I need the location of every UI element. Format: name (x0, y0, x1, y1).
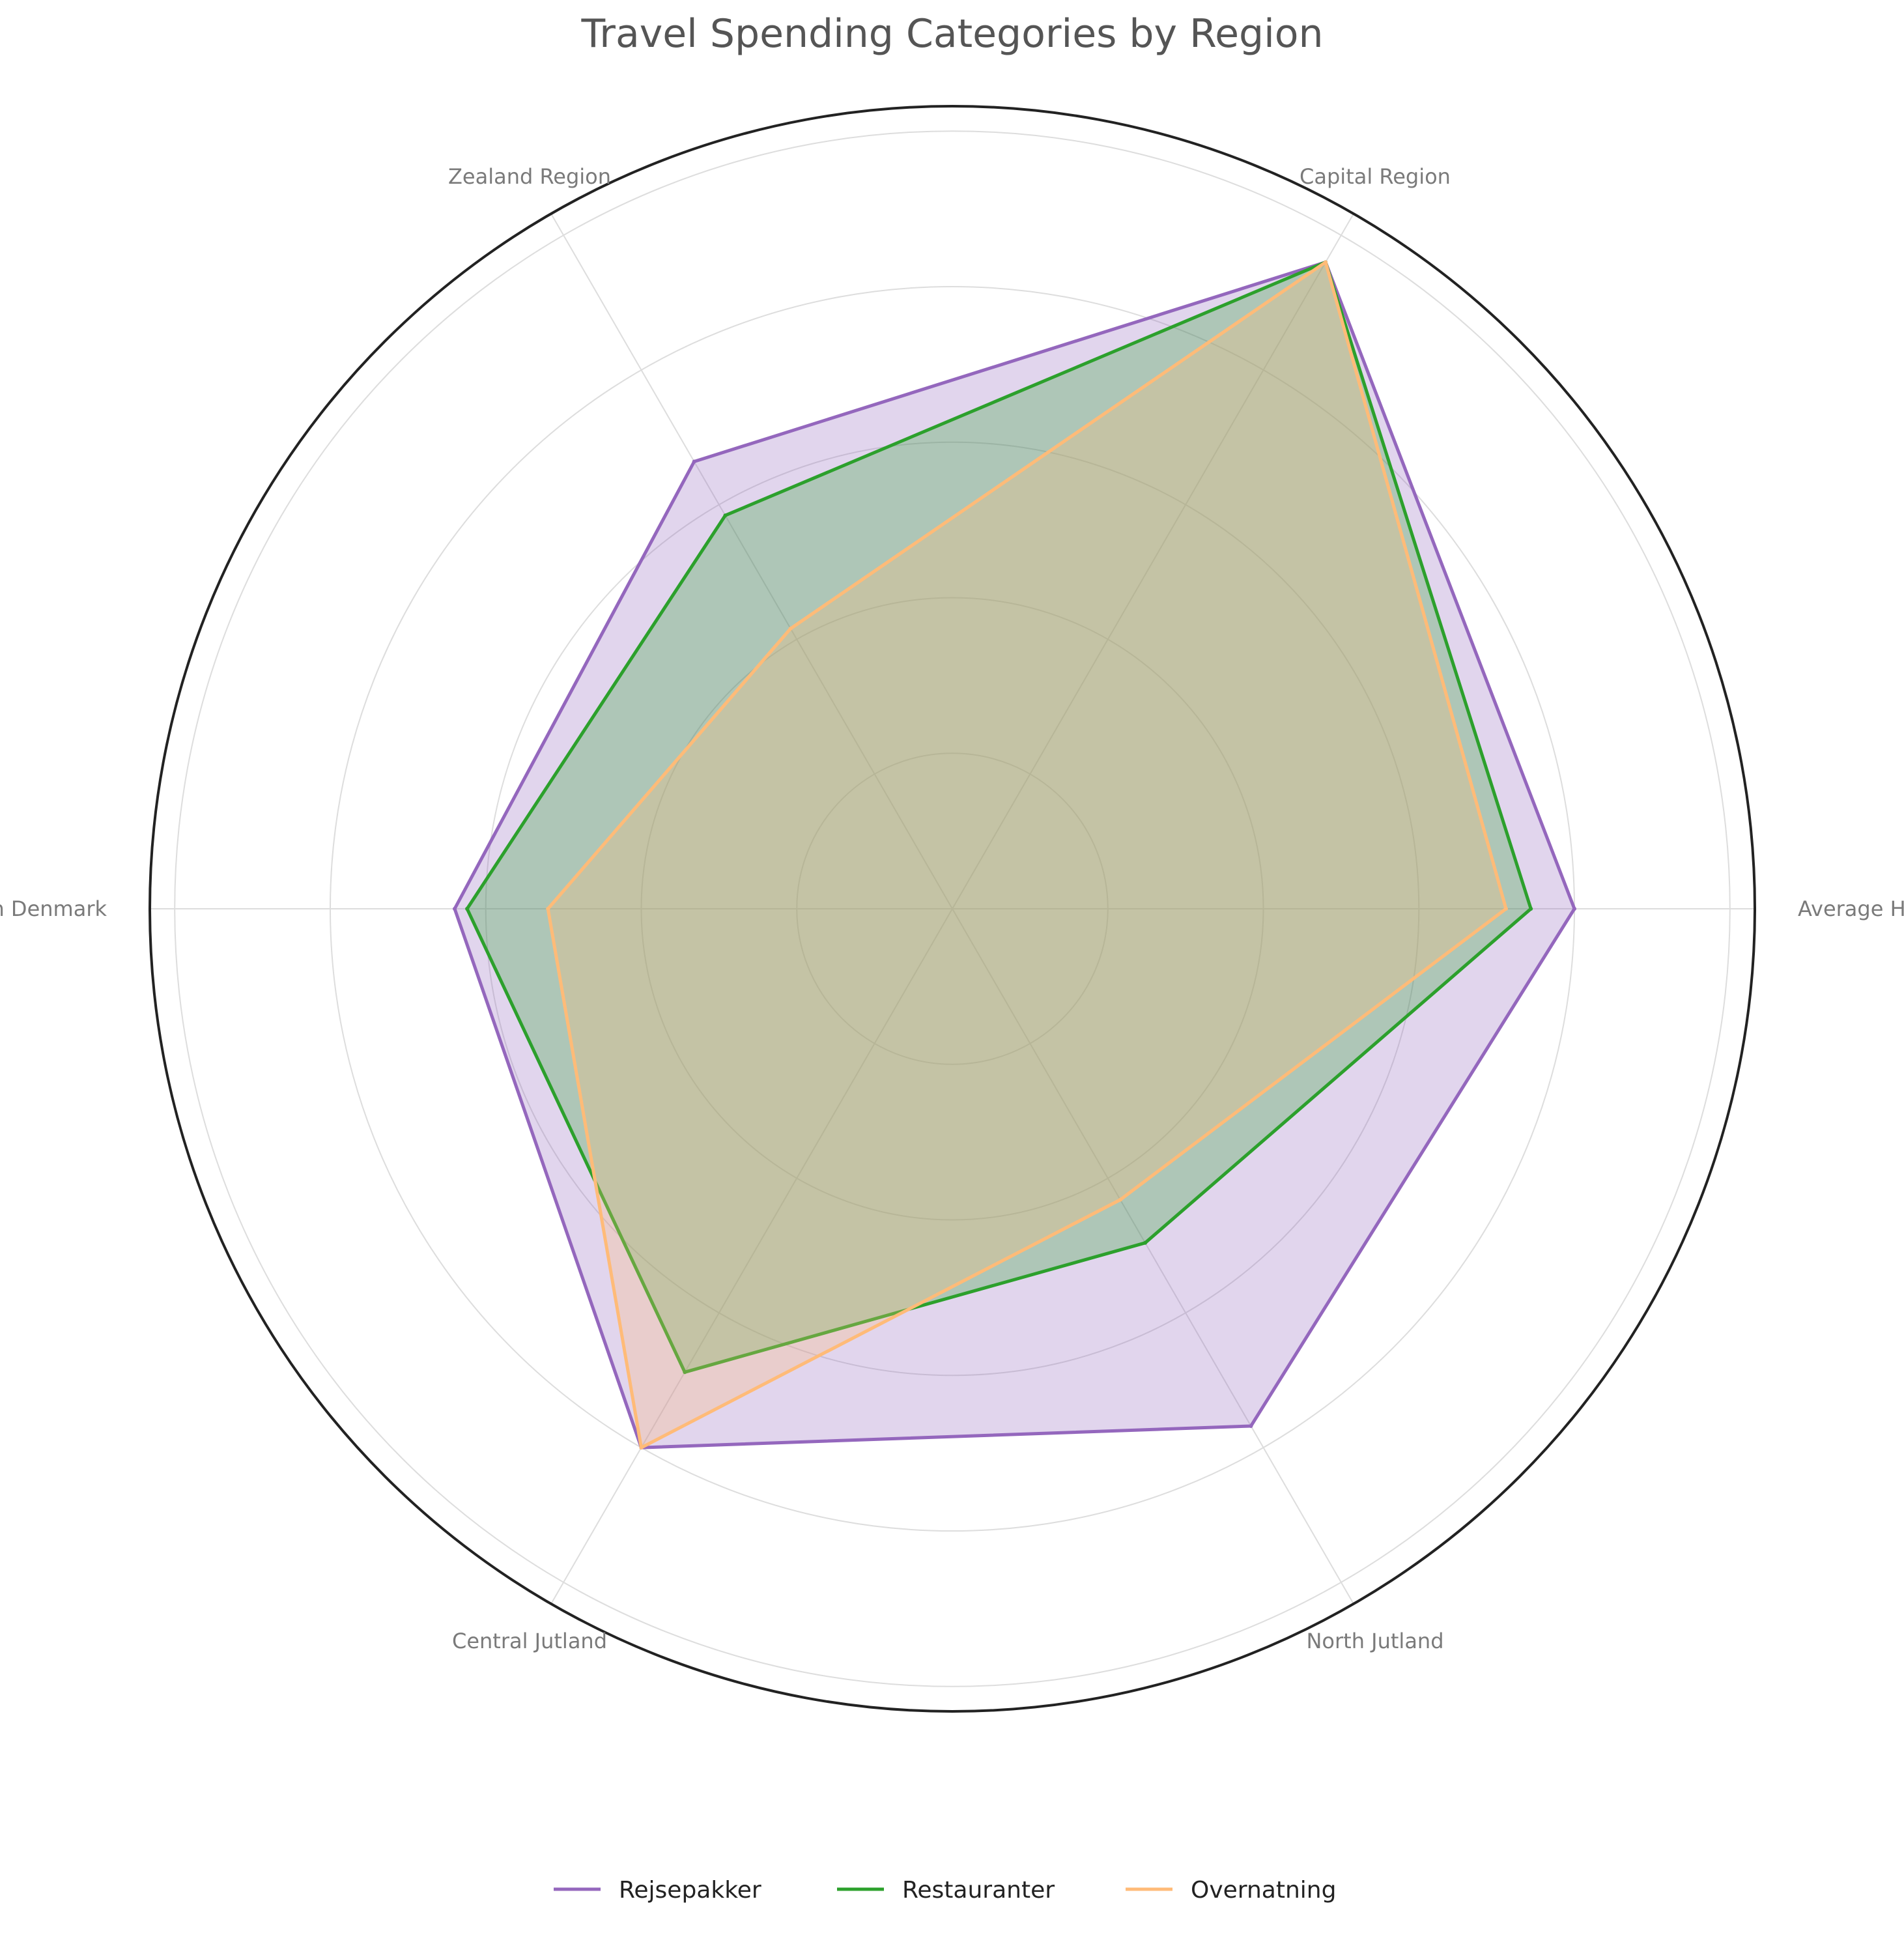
data-point (723, 513, 728, 518)
data-point (546, 907, 550, 911)
grid-spoke (550, 908, 953, 1605)
data-point (452, 907, 457, 911)
outer-frame (149, 105, 1756, 1713)
data-point (683, 1370, 687, 1375)
series-area (467, 262, 1531, 1373)
data-point (1249, 1424, 1253, 1429)
legend: Rejsepakker Restauranter Overnatning (554, 1877, 1336, 1904)
data-point (692, 459, 696, 464)
data-point (1143, 1240, 1148, 1245)
data-point (639, 1446, 644, 1450)
legend-item: Overnatning (1126, 1877, 1336, 1904)
data-point (1503, 907, 1508, 911)
series-area (455, 262, 1574, 1448)
grid-spoke (550, 213, 953, 909)
series-overnatning (546, 260, 1508, 1450)
axis-label: Capital Region (1300, 164, 1451, 189)
data-point (465, 907, 470, 911)
axis-label: Central Jutland (452, 1629, 607, 1653)
axis-label: North Jutland (1306, 1629, 1443, 1653)
series-layer (452, 260, 1577, 1450)
legend-label: Overnatning (1191, 1877, 1336, 1904)
data-point (1529, 907, 1533, 911)
legend-label: Restauranter (902, 1877, 1055, 1904)
axis-label: Zealand Region (448, 164, 611, 189)
axis-labels: Average Household Capital Region Zealand R… (0, 164, 1904, 1653)
data-point (1118, 1197, 1122, 1202)
series-area (548, 262, 1507, 1448)
chart-title: Travel Spending Categories by Region (580, 11, 1323, 57)
data-point (1572, 907, 1577, 911)
legend-item: Restauranter (837, 1877, 1055, 1904)
grid-spoke (952, 213, 1354, 909)
axis-label: Average Household (1798, 896, 1904, 921)
axis-label: Southern Denmark (0, 896, 107, 921)
legend-item: Rejsepakker (554, 1877, 761, 1904)
legend-label: Rejsepakker (619, 1877, 761, 1904)
grid-spoke (952, 908, 1354, 1605)
data-point (788, 626, 793, 631)
data-point (1324, 260, 1328, 264)
